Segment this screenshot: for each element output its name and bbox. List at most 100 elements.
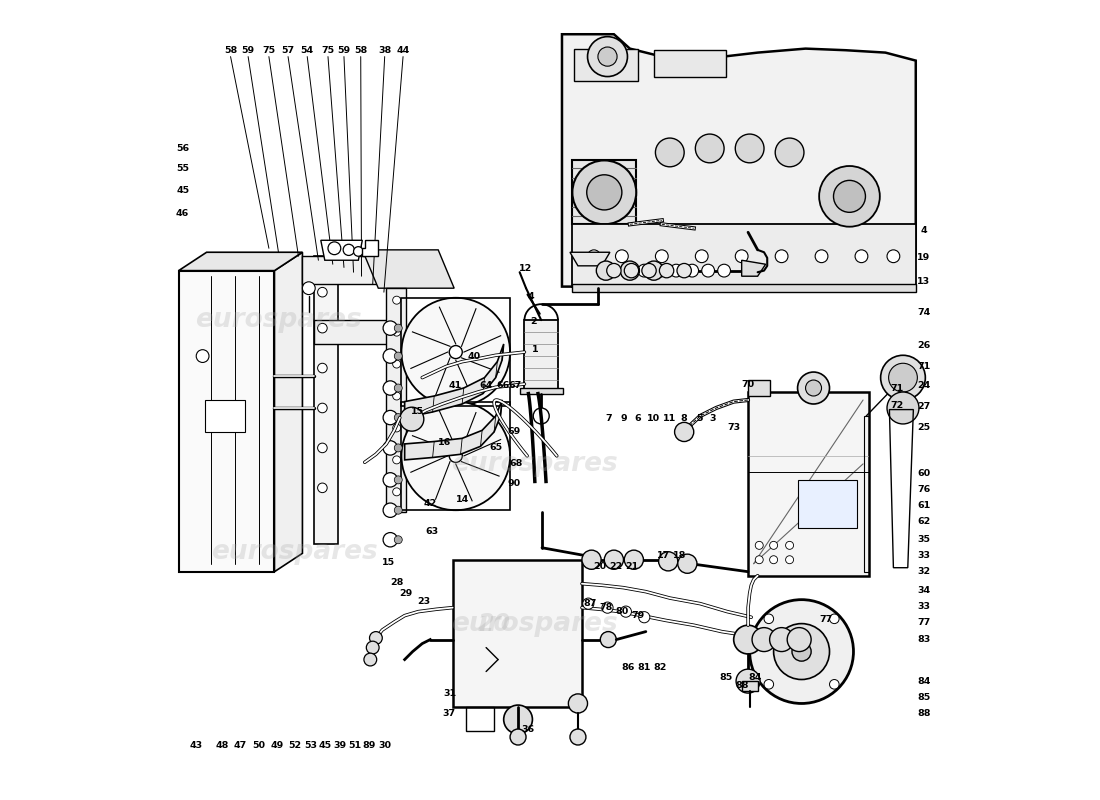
Text: 31: 31 — [443, 690, 456, 698]
Text: 34: 34 — [917, 586, 931, 594]
Circle shape — [402, 298, 510, 406]
Text: 77: 77 — [818, 615, 832, 624]
Text: 30: 30 — [378, 741, 392, 750]
Circle shape — [881, 355, 925, 400]
Circle shape — [318, 403, 327, 413]
Text: 71: 71 — [891, 383, 904, 393]
Text: 29: 29 — [399, 589, 412, 598]
Text: 41: 41 — [449, 381, 462, 390]
Circle shape — [641, 263, 657, 278]
Text: 7: 7 — [605, 414, 612, 423]
Polygon shape — [653, 50, 726, 77]
Text: 58: 58 — [354, 46, 367, 54]
Text: 14: 14 — [455, 495, 469, 504]
Circle shape — [601, 631, 616, 647]
Circle shape — [606, 264, 618, 277]
Text: 33: 33 — [917, 602, 931, 610]
Text: 28: 28 — [390, 578, 404, 586]
Text: 20: 20 — [477, 612, 510, 636]
Circle shape — [815, 250, 828, 262]
Polygon shape — [572, 224, 916, 286]
Circle shape — [583, 598, 594, 610]
Polygon shape — [748, 380, 770, 396]
Text: 4: 4 — [921, 226, 927, 235]
Circle shape — [318, 363, 327, 373]
Text: 54: 54 — [300, 46, 313, 54]
Circle shape — [582, 550, 601, 570]
Bar — [402, 402, 510, 510]
Text: 11: 11 — [663, 414, 676, 423]
Circle shape — [393, 456, 400, 464]
Text: 79: 79 — [631, 611, 645, 620]
Text: 75: 75 — [321, 46, 334, 54]
Circle shape — [383, 321, 397, 335]
Text: 42: 42 — [424, 499, 437, 508]
Text: 76: 76 — [917, 485, 931, 494]
Circle shape — [792, 642, 811, 661]
Circle shape — [764, 614, 773, 624]
Text: 57: 57 — [282, 46, 295, 54]
Circle shape — [734, 626, 762, 654]
Text: 83: 83 — [917, 635, 931, 644]
Circle shape — [394, 476, 403, 484]
Text: eurospares: eurospares — [195, 307, 362, 333]
Text: 80: 80 — [615, 607, 628, 616]
Text: 77: 77 — [917, 618, 931, 626]
Text: 53: 53 — [304, 741, 317, 750]
Circle shape — [678, 554, 697, 574]
Polygon shape — [405, 344, 504, 418]
Circle shape — [394, 506, 403, 514]
Circle shape — [383, 503, 397, 518]
Text: 86: 86 — [621, 663, 635, 672]
Polygon shape — [178, 252, 303, 270]
Circle shape — [402, 402, 510, 510]
Circle shape — [393, 424, 400, 432]
Text: 88: 88 — [735, 682, 748, 690]
Text: 90: 90 — [507, 479, 520, 488]
Text: 61: 61 — [917, 501, 931, 510]
Text: 45: 45 — [176, 186, 189, 195]
Text: 6: 6 — [635, 414, 641, 423]
Circle shape — [353, 246, 363, 256]
Polygon shape — [519, 388, 563, 394]
Circle shape — [587, 250, 601, 262]
Text: 25: 25 — [917, 422, 931, 432]
Circle shape — [607, 263, 621, 278]
Text: 60: 60 — [917, 469, 931, 478]
Circle shape — [318, 443, 327, 453]
Text: 15: 15 — [411, 407, 424, 417]
Circle shape — [394, 352, 403, 360]
Circle shape — [805, 380, 822, 396]
Circle shape — [625, 550, 644, 570]
Text: 85: 85 — [719, 674, 733, 682]
Circle shape — [570, 729, 586, 745]
Circle shape — [639, 612, 650, 623]
Polygon shape — [405, 400, 502, 460]
Text: 38: 38 — [378, 46, 392, 54]
Text: 23: 23 — [417, 597, 430, 606]
Circle shape — [383, 381, 397, 395]
Polygon shape — [315, 320, 398, 344]
Text: 21: 21 — [625, 562, 638, 570]
Circle shape — [383, 349, 397, 363]
Text: 73: 73 — [727, 423, 740, 433]
Circle shape — [400, 407, 424, 431]
Text: 82: 82 — [653, 663, 667, 672]
Circle shape — [383, 533, 397, 547]
Circle shape — [393, 488, 400, 496]
Circle shape — [602, 602, 613, 614]
Text: 58: 58 — [224, 46, 238, 54]
Circle shape — [670, 264, 683, 277]
Text: 9: 9 — [620, 414, 627, 423]
Text: 84: 84 — [749, 674, 762, 682]
Text: 59: 59 — [242, 46, 255, 54]
Circle shape — [645, 261, 663, 280]
Text: 16: 16 — [438, 438, 451, 447]
Text: 39: 39 — [333, 741, 346, 750]
Circle shape — [773, 624, 829, 679]
Circle shape — [735, 250, 748, 262]
Text: 24: 24 — [917, 381, 931, 390]
Text: 20: 20 — [594, 562, 607, 570]
Circle shape — [620, 606, 631, 618]
Text: 74: 74 — [917, 308, 931, 317]
